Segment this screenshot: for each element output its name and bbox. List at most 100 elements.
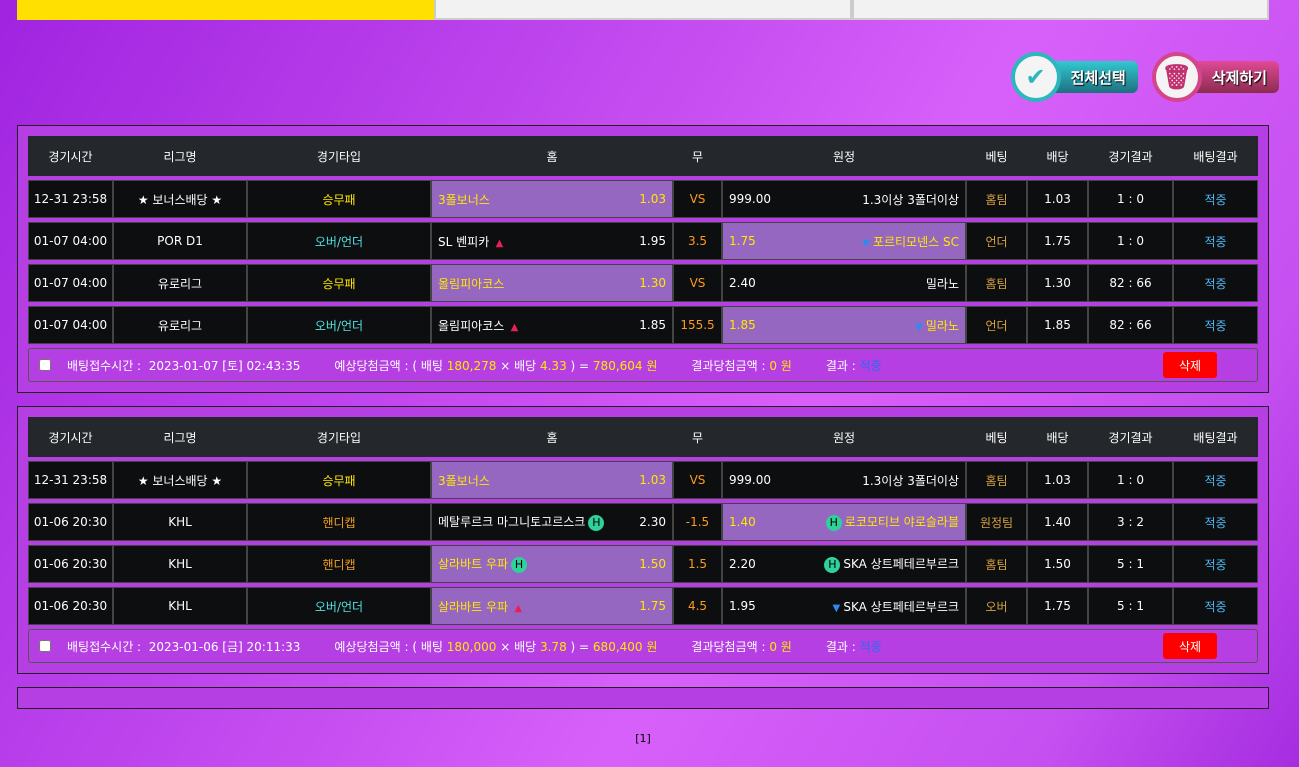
bet-pick: 언더 (966, 222, 1027, 260)
bet-odds: 1.03 (1027, 461, 1088, 499)
bet-odds: 1.75 (1027, 587, 1088, 625)
bet-odds: 1.40 (1027, 503, 1088, 541)
away-odds: 1.95 (729, 599, 756, 613)
bet-pick: 오버 (966, 587, 1027, 625)
column-header: 경기결과 (1088, 136, 1173, 176)
handicap-icon: H (588, 515, 605, 531)
match-time: 01-06 20:30 (28, 503, 113, 541)
bet-result: 적중 (1173, 587, 1258, 625)
home-team: 살라바트 우파 (438, 599, 509, 614)
draw-value: -1.5 (673, 503, 722, 541)
away-team-cell: 1.85 ▼ 밀라노 (722, 306, 966, 344)
delete-selected-button[interactable]: 🗑 삭제하기 (1151, 52, 1279, 102)
away-team: 로코모티브 야로슬라블 (844, 515, 959, 529)
expected-label: 예상당첨금액 : ( 배팅 (334, 639, 443, 654)
column-header: 배팅결과 (1173, 136, 1258, 176)
column-header: 홈 (431, 136, 673, 176)
match-score: 82 : 66 (1088, 306, 1173, 344)
bet-odds: 1.75 (1027, 222, 1088, 260)
slip-checkbox[interactable] (39, 359, 51, 371)
bet-table: 경기시간 리그명 경기타입 홈 무 원정 베팅 배당 경기결과 배팅결과 12-31 23:58 ★ … (28, 136, 1258, 344)
bet-table: 경기시간 리그명 경기타입 홈 무 원정 베팅 배당 경기결과 배팅결과 12-31 23:58 ★ … (28, 417, 1258, 625)
slip-result: 적중 (859, 358, 882, 373)
column-header: 경기시간 (28, 136, 113, 176)
away-odds: 999.00 (729, 473, 771, 487)
select-all-button[interactable]: ✔ 전체선택 (1010, 52, 1138, 102)
draw-value: 1.5 (673, 545, 722, 583)
match-time: 01-07 04:00 (28, 306, 113, 344)
match-time: 01-06 20:30 (28, 545, 113, 583)
draw-value: VS (673, 180, 722, 218)
column-header: 원정 (722, 417, 966, 457)
home-odds: 2.30 (639, 515, 666, 529)
away-team-cell: 2.20 H SKA 상트페테르부르크 (722, 545, 966, 583)
bet-result: 적중 (1173, 222, 1258, 260)
away-team: SKA 상트페테르부르크 (843, 599, 959, 614)
bet-time: 2023-01-06 [금] 20:11:33 (148, 639, 301, 654)
away-team: 밀라노 (925, 276, 959, 291)
match-score: 1 : 0 (1088, 461, 1173, 499)
total-odds: 4.33 (539, 358, 567, 373)
slip-result: 적중 (859, 639, 882, 654)
column-header: 경기결과 (1088, 417, 1173, 457)
column-header: 무 (673, 136, 722, 176)
delete-slip-button[interactable]: 삭제 (1163, 352, 1217, 378)
away-team-cell: 1.95 ▼ SKA 상트페테르부르크 (722, 587, 966, 625)
home-team-cell: 올림피아코스 1.30 (431, 264, 673, 302)
draw-value: 3.5 (673, 222, 722, 260)
equals: ) = (570, 358, 590, 373)
result-label: 결과 : (825, 639, 856, 654)
home-odds: 1.30 (639, 276, 666, 290)
bet-result: 적중 (1173, 264, 1258, 302)
bet-slip: 경기시간 리그명 경기타입 홈 무 원정 베팅 배당 경기결과 배팅결과 12-31 23:58 ★ … (17, 406, 1269, 674)
tab-2[interactable] (434, 0, 852, 20)
bet-time-label: 배팅접수시간 : (67, 358, 142, 373)
match-type: 승무패 (247, 264, 431, 302)
bet-odds: 1.85 (1027, 306, 1088, 344)
league-name: ★ 보너스배당 ★ (113, 180, 247, 218)
won-amount: 0 원 (769, 358, 792, 373)
match-score: 1 : 0 (1088, 180, 1173, 218)
top-tabs (17, 0, 1269, 20)
away-team-cell: 999.00 1.3이상 3폴더이상 (722, 461, 966, 499)
table-row: 01-07 04:00 유로리그 오버/언더 올림피아코스 ▲ 1.85 155.5 1.8… (28, 306, 1258, 344)
away-odds: 999.00 (729, 192, 771, 206)
match-type: 오버/언더 (247, 222, 431, 260)
bet-pick: 언더 (966, 306, 1027, 344)
arrow-up-icon: ▲ (504, 321, 519, 333)
table-row: 01-06 20:30 KHL 핸디캡 메탈루르크 마그니토고르스크 H 2.30 -1.5… (28, 503, 1258, 541)
home-team-cell: 3폴보너스 1.03 (431, 180, 673, 218)
table-header: 경기시간 리그명 경기타입 홈 무 원정 베팅 배당 경기결과 배팅결과 (28, 417, 1258, 457)
column-header: 경기시간 (28, 417, 113, 457)
bet-result: 적중 (1173, 461, 1258, 499)
table-row: 01-07 04:00 POR D1 오버/언더 SL 벤피카 ▲ 1.95 3.5 1.7… (28, 222, 1258, 260)
away-team-cell: 1.40 H 로코모티브 야로슬라블 (722, 503, 966, 541)
home-odds: 1.75 (639, 599, 666, 613)
expected-label: 예상당첨금액 : ( 배팅 (334, 358, 443, 373)
pagination[interactable]: [1] (635, 732, 651, 745)
result-label: 결과 : (825, 358, 856, 373)
bet-pick: 홈팀 (966, 545, 1027, 583)
column-header: 경기타입 (247, 136, 431, 176)
bet-pick: 원정팀 (966, 503, 1027, 541)
slip-checkbox[interactable] (39, 640, 51, 652)
arrow-up-icon: ▲ (489, 237, 504, 249)
match-type: 오버/언더 (247, 306, 431, 344)
home-team: 메탈루르크 마그니토고르스크 (438, 515, 586, 529)
home-team: 올림피아코스 (438, 318, 505, 333)
column-header: 베팅 (966, 417, 1027, 457)
delete-slip-button[interactable]: 삭제 (1163, 633, 1217, 659)
tab-3[interactable] (851, 0, 1269, 20)
home-team-cell: 메탈루르크 마그니토고르스크 H 2.30 (431, 503, 673, 541)
bet-pick: 홈팀 (966, 180, 1027, 218)
home-team: 올림피아코스 (438, 276, 505, 291)
match-score: 1 : 0 (1088, 222, 1173, 260)
home-team: 살라바트 우파 (438, 557, 509, 571)
home-odds: 1.03 (639, 192, 666, 206)
table-row: 01-06 20:30 KHL 핸디캡 살라바트 우파 H 1.50 1.5 2.20 H SKA… (28, 545, 1258, 583)
column-header: 배당 (1027, 417, 1088, 457)
tab-1[interactable] (17, 0, 435, 20)
column-header: 무 (673, 417, 722, 457)
column-header: 리그명 (113, 417, 247, 457)
bet-odds: 1.50 (1027, 545, 1088, 583)
